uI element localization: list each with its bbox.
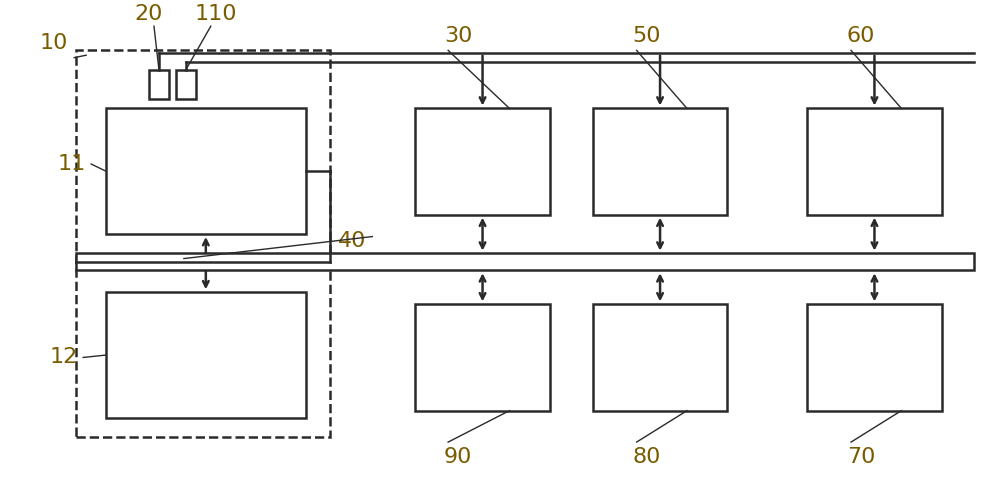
Bar [106,109,306,234]
Text: 10: 10 [40,33,68,53]
Bar [593,109,727,215]
Text: 90: 90 [444,447,472,467]
Text: 70: 70 [847,447,875,467]
Bar [176,70,196,99]
Text: 50: 50 [632,26,661,46]
Bar [415,109,550,215]
Text: 30: 30 [444,26,472,46]
Bar [106,292,306,418]
Bar [807,109,942,215]
Text: 110: 110 [195,4,237,24]
Bar [415,304,550,411]
Text: 20: 20 [135,4,163,24]
Bar [807,304,942,411]
Text: 40: 40 [338,231,367,251]
Bar [593,304,727,411]
Text: 12: 12 [49,347,77,368]
Bar [76,254,974,270]
Text: 60: 60 [847,26,875,46]
Text: 80: 80 [632,447,661,467]
Bar [76,50,330,437]
Text: 11: 11 [57,154,85,174]
Bar [149,70,169,99]
